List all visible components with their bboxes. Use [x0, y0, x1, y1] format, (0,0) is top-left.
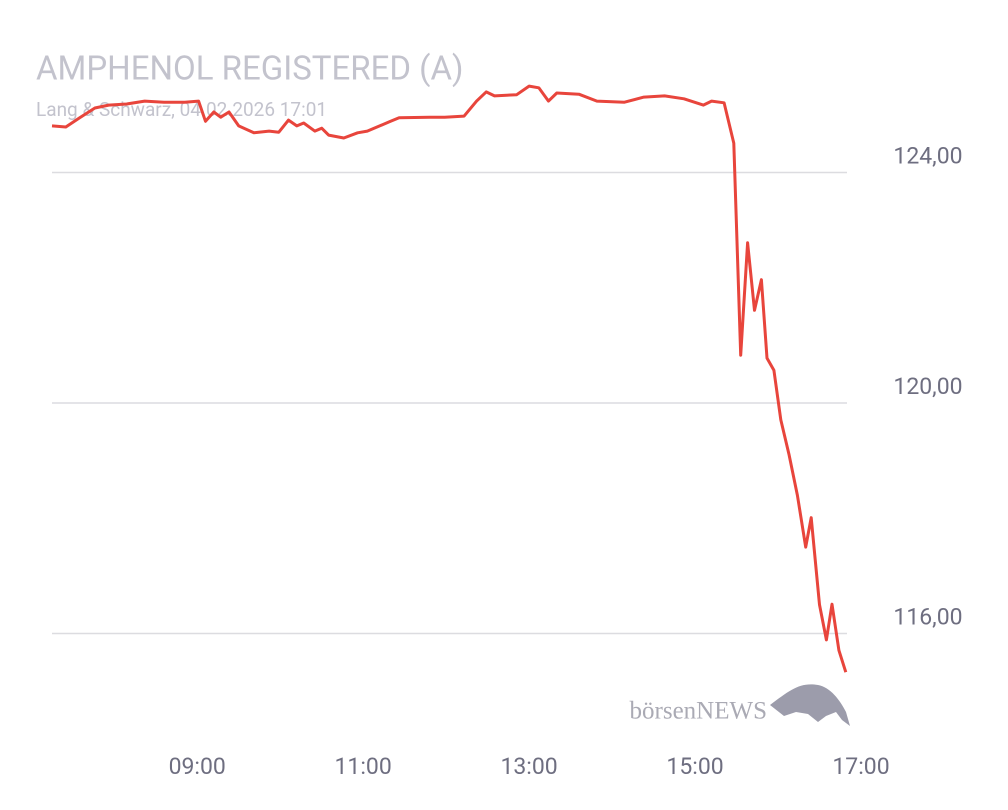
chart-title: AMPHENOL REGISTERED (A) [36, 50, 464, 89]
x-tick-label: 11:00 [335, 753, 392, 780]
x-tick-label: 15:00 [666, 753, 723, 780]
watermark-icon [770, 684, 850, 726]
y-tick-label: 124,00 [893, 143, 962, 170]
x-tick-label: 17:00 [832, 753, 889, 780]
x-tick-label: 09:00 [169, 753, 226, 780]
x-tick-label: 13:00 [500, 753, 557, 780]
y-tick-label: 116,00 [893, 604, 962, 631]
y-tick-label: 120,00 [893, 373, 962, 400]
price-line [51, 84, 848, 673]
watermark: börsenNEWS [630, 698, 767, 725]
